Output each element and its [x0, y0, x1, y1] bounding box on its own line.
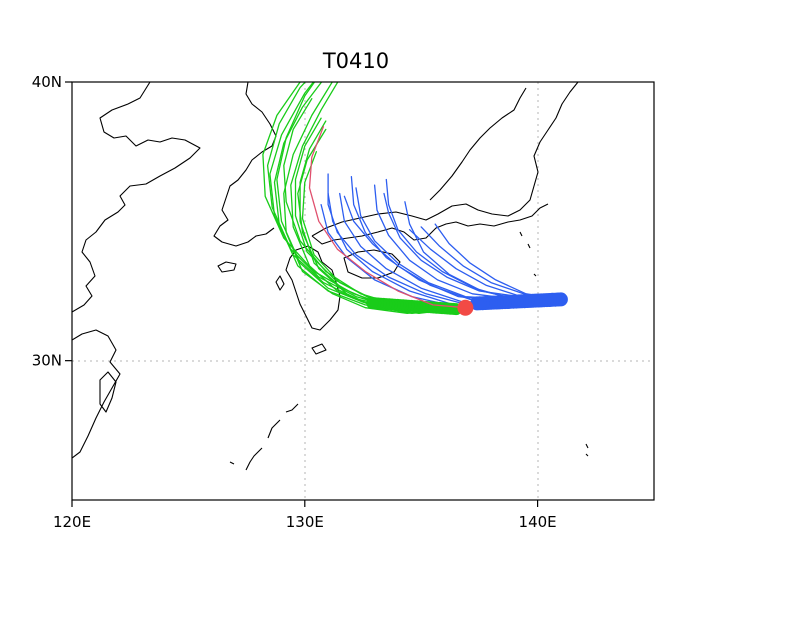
- map-frame: [71, 81, 655, 501]
- gridlines: [72, 82, 654, 500]
- coastline-china-south: [72, 329, 121, 459]
- start-marker: [457, 299, 474, 316]
- y-tick-label: 30N: [32, 352, 62, 370]
- coastline-honshu: [311, 82, 579, 245]
- coastline-asia-mainland: [72, 82, 201, 313]
- blue-track-13: [434, 223, 562, 301]
- coastline-kyushu: [285, 245, 341, 331]
- x-tick-label: 140E: [519, 513, 557, 531]
- green-ensemble-tracks: [262, 82, 467, 314]
- green-track-2: [269, 82, 467, 312]
- coastline-tsushima: [275, 275, 285, 291]
- green-start-dot: [366, 297, 379, 310]
- blue-track-5: [383, 192, 562, 301]
- x-tick-label: 130E: [286, 513, 324, 531]
- axis-tick-labels: 120E 130E 140E 30N 40N: [32, 73, 557, 531]
- best-track-path: [308, 125, 467, 309]
- best-track-line: [308, 125, 467, 309]
- coastline-taiwan: [99, 371, 117, 413]
- green-track-9: [262, 82, 467, 312]
- coastline-izu-islands: [519, 231, 589, 457]
- coastlines: [72, 82, 589, 471]
- x-tick-label: 120E: [53, 513, 91, 531]
- map-title: T0410: [322, 49, 389, 73]
- axis-ticks: [65, 81, 539, 507]
- y-tick-label: 40N: [32, 73, 62, 91]
- blue-track-2: [339, 192, 562, 303]
- start-marker-layer: [457, 299, 474, 316]
- coastline-jeju: [217, 261, 237, 273]
- blue-start-dot: [470, 296, 485, 311]
- blue-track-1: [327, 173, 562, 306]
- coastline-japan-sea-coast: [429, 87, 527, 201]
- blue-track-4: [373, 184, 562, 301]
- coastline-ryukyu: [229, 343, 327, 471]
- coastline-korea: [213, 82, 277, 247]
- green-track-start-markers: [366, 297, 463, 316]
- blue-ensemble-tracks: [320, 173, 562, 309]
- blue-track-start-markers: [470, 292, 568, 311]
